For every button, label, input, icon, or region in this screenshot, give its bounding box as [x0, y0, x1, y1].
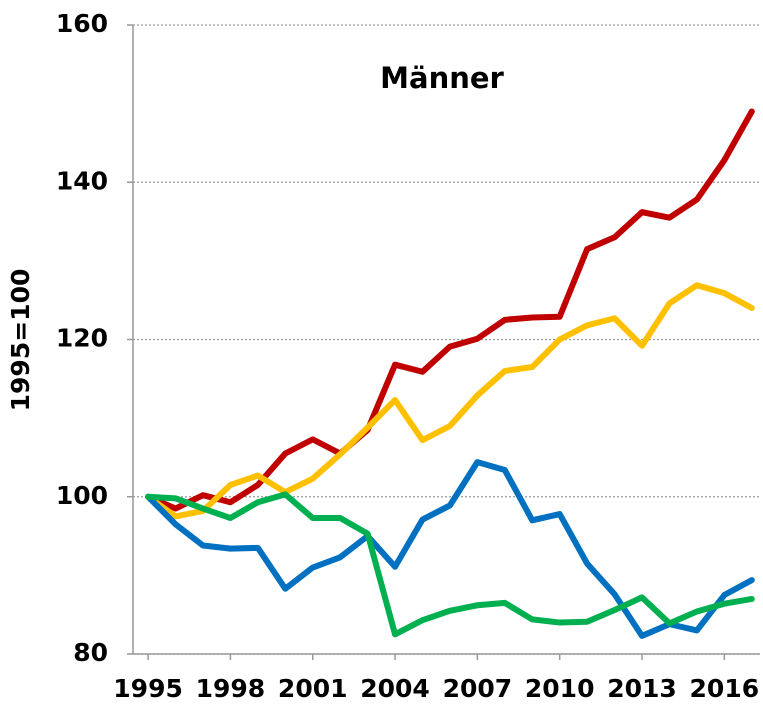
x-tick-label: 2013: [607, 674, 677, 703]
x-tick-label: 2001: [278, 674, 348, 703]
y-tick-label: 120: [56, 324, 108, 353]
series-line: [145, 108, 755, 512]
x-tick-label: 2010: [525, 674, 595, 703]
x-tick-label: 2004: [360, 674, 430, 703]
x-tick-label: 2007: [443, 674, 513, 703]
y-tick-label: 140: [56, 166, 108, 195]
y-axis-label: 1995=100: [6, 269, 35, 412]
y-tick-label: 100: [56, 481, 108, 510]
y-tick-label: 160: [56, 9, 108, 38]
series-line: [145, 282, 755, 520]
x-tick-label: 2016: [690, 674, 760, 703]
x-tick-label: 1995: [113, 674, 183, 703]
chart-title: Männer: [380, 61, 504, 95]
series-line: [145, 491, 755, 638]
y-tick-label: 80: [73, 638, 108, 667]
x-tick-label: 1998: [196, 674, 266, 703]
series-line: [145, 459, 755, 639]
